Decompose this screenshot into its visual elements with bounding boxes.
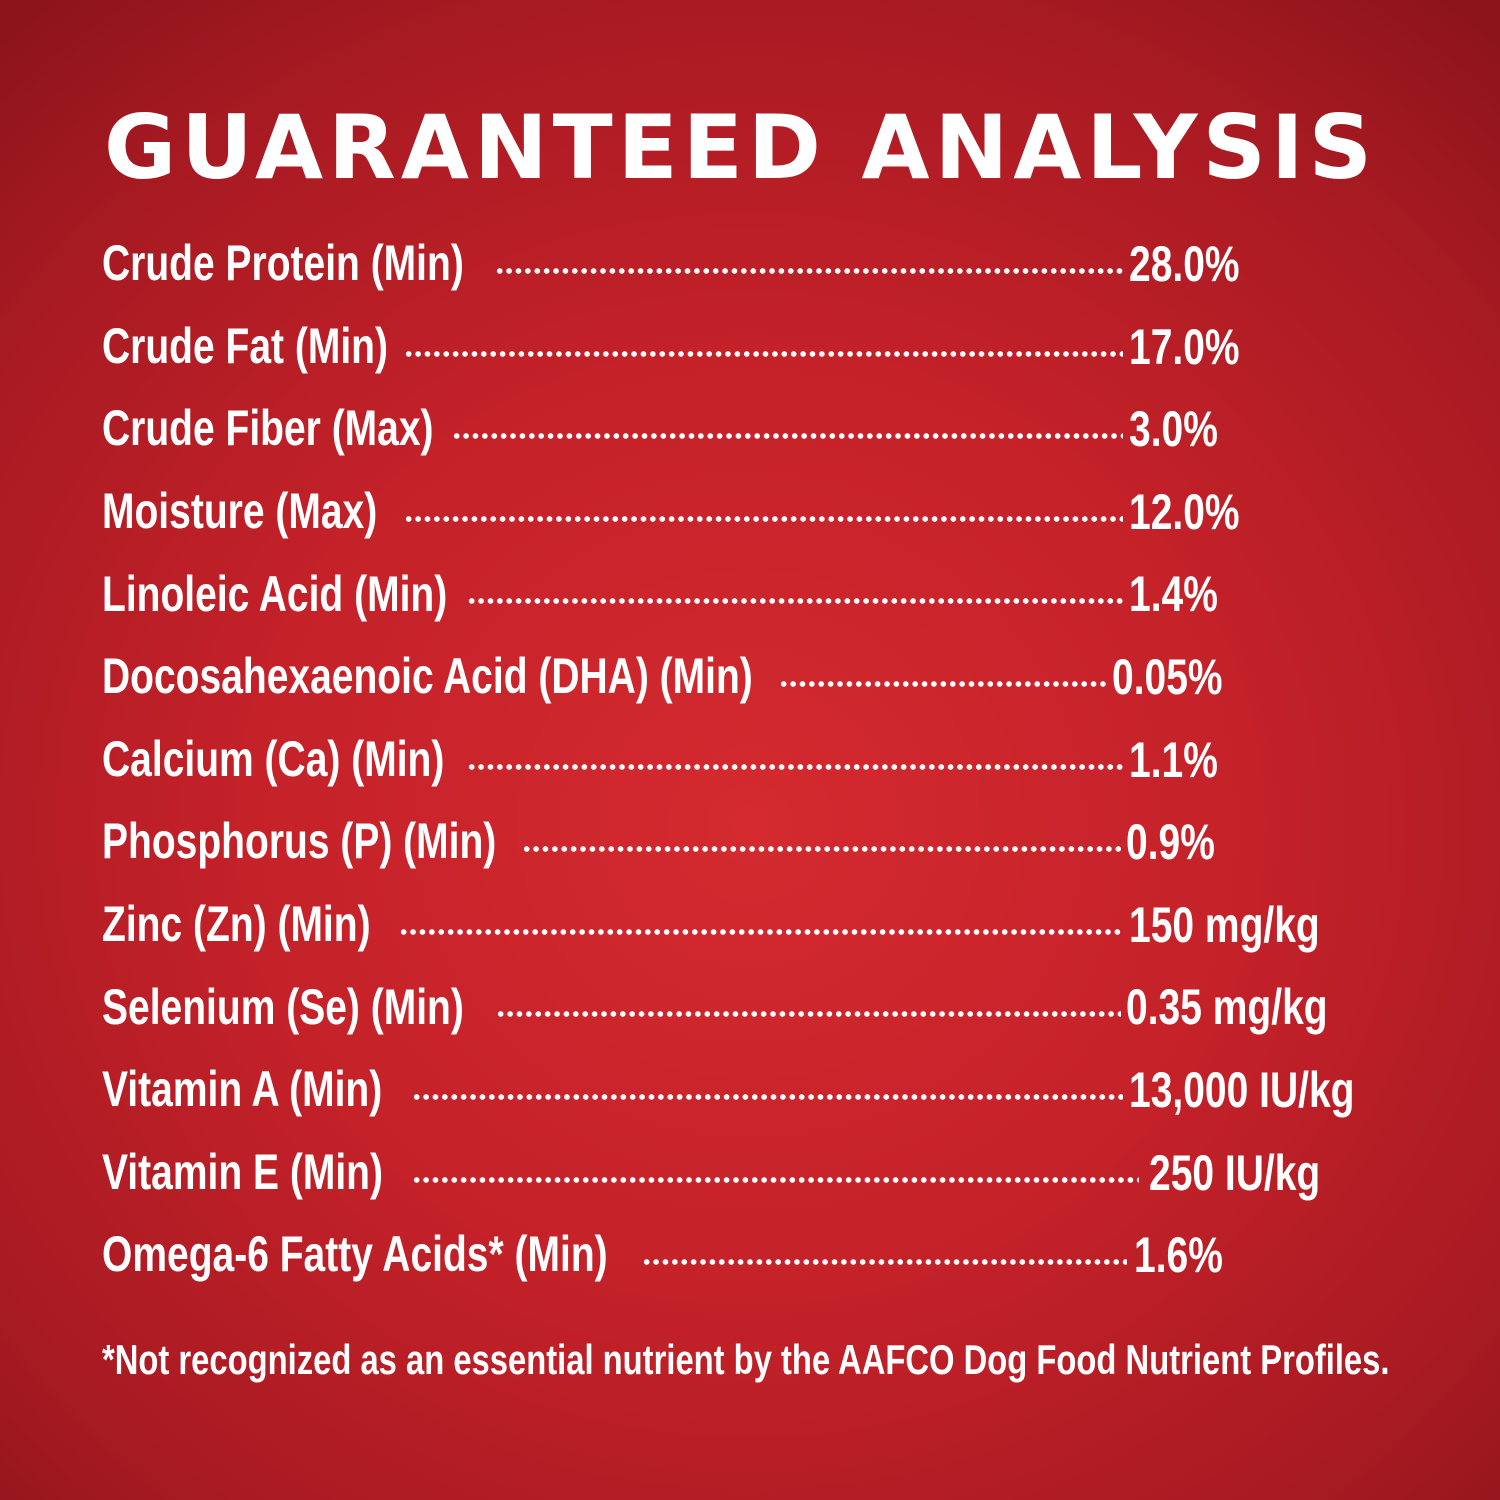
analysis-row: Moisture (Max) 12.0% [102,470,1402,553]
nutrient-label: Selenium (Se) (Min) [102,978,464,1035]
nutrient-label: Phosphorus (P) (Min) [102,813,497,870]
nutrient-value: 1.1% [1129,731,1218,788]
nutrient-label: Crude Protein (Min) [102,235,464,292]
dot-leader [412,1176,1139,1183]
dot-leader [522,846,1121,853]
dot-leader [467,763,1123,770]
dot-leader [412,1093,1123,1100]
dot-leader [399,928,1123,935]
analysis-row: Calcium (Ca) (Min) 1.1% [102,718,1402,801]
analysis-list: Crude Protein (Min) 28.0% Crude Fat (Min… [102,222,1402,1296]
dot-leader [642,1259,1127,1266]
nutrient-value: 0.05% [1112,648,1223,705]
analysis-row: Omega-6 Fatty Acids* (Min) 1.6% [102,1213,1402,1296]
nutrient-label: Crude Fat (Min) [102,317,388,374]
nutrient-value: 0.9% [1126,814,1215,871]
nutrient-value: 12.0% [1129,483,1240,540]
footnote: *Not recognized as an essential nutrient… [102,1336,1390,1383]
dot-leader [404,350,1123,357]
nutrient-value: 1.4% [1129,566,1218,623]
analysis-row: Crude Fiber (Max) 3.0% [102,387,1402,470]
nutrient-value: 250 IU/kg [1149,1144,1321,1201]
nutrient-label: Moisture (Max) [102,483,378,540]
analysis-row: Vitamin E (Min) 250 IU/kg [102,1131,1402,1214]
analysis-row: Crude Fat (Min) 17.0% [102,305,1402,388]
dot-leader [404,515,1123,522]
nutrient-label: Omega-6 Fatty Acids* (Min) [102,1226,608,1283]
panel-title: GUARANTEED ANALYSIS [104,96,1377,199]
dot-leader [452,433,1123,440]
dot-leader [495,268,1123,274]
analysis-row: Docosahexaenoic Acid (DHA) (Min) 0.05% [102,635,1402,718]
nutrient-value: 13,000 IU/kg [1129,1061,1355,1118]
nutrient-label: Docosahexaenoic Acid (DHA) (Min) [102,648,753,705]
nutrient-value: 1.6% [1134,1227,1223,1284]
nutrient-value: 0.35 mg/kg [1126,979,1328,1036]
nutrient-label: Vitamin A (Min) [102,1061,383,1118]
nutrient-value: 17.0% [1129,318,1240,375]
dot-leader [779,680,1107,687]
nutrient-value: 3.0% [1129,401,1218,458]
analysis-row: Crude Protein (Min) 28.0% [102,222,1402,305]
analysis-row: Vitamin A (Min) 13,000 IU/kg [102,1048,1402,1131]
dot-leader [467,598,1123,605]
analysis-row: Zinc (Zn) (Min) 150 mg/kg [102,883,1402,966]
analysis-row: Selenium (Se) (Min) 0.35 mg/kg [102,965,1402,1048]
nutrient-value: 28.0% [1129,236,1240,292]
nutrient-label: Crude Fiber (Max) [102,400,434,457]
nutrient-label: Vitamin E (Min) [102,1143,383,1200]
nutrient-label: Linoleic Acid (Min) [102,565,448,622]
analysis-row: Linoleic Acid (Min) 1.4% [102,552,1402,635]
dot-leader [496,1011,1121,1018]
nutrient-label: Calcium (Ca) (Min) [102,730,445,787]
nutrient-value: 150 mg/kg [1129,896,1320,953]
nutrient-label: Zinc (Zn) (Min) [102,896,371,953]
analysis-row: Phosphorus (P) (Min) 0.9% [102,800,1402,883]
